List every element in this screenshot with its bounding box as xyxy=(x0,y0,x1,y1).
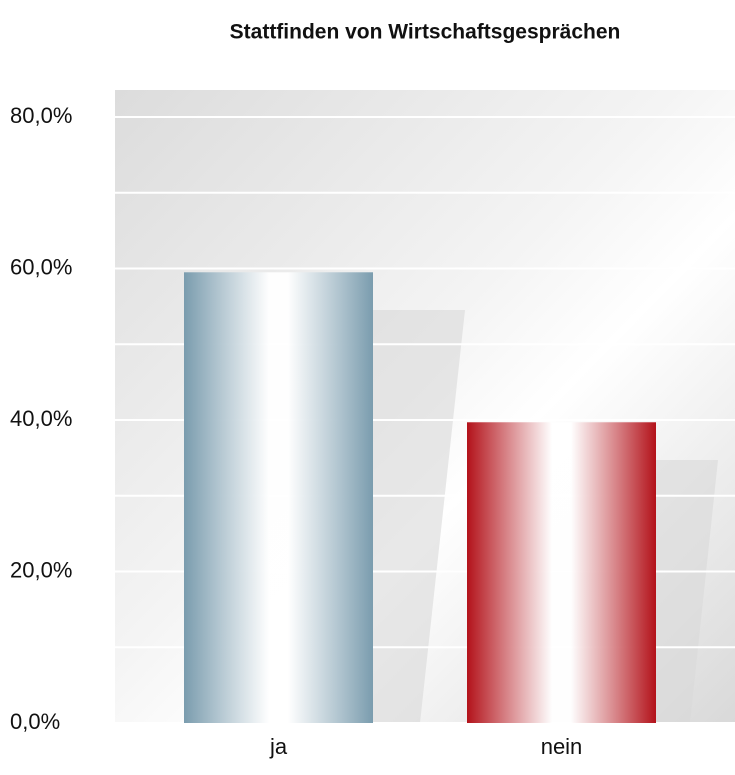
bar-shadow xyxy=(656,460,718,723)
y-tick-label: 80,0% xyxy=(10,103,72,128)
y-tick-label: 40,0% xyxy=(10,406,72,431)
bar-shadow xyxy=(373,310,465,723)
y-tick-label: 60,0% xyxy=(10,254,72,279)
chart-title: Stattfinden von Wirtschaftsgesprächen xyxy=(230,21,621,44)
bar xyxy=(467,422,656,723)
bar xyxy=(184,272,373,723)
x-tick-label: ja xyxy=(269,734,288,759)
y-tick-label: 20,0% xyxy=(10,557,72,582)
y-tick-label: 0,0% xyxy=(10,709,60,734)
x-tick-label: nein xyxy=(541,734,583,759)
